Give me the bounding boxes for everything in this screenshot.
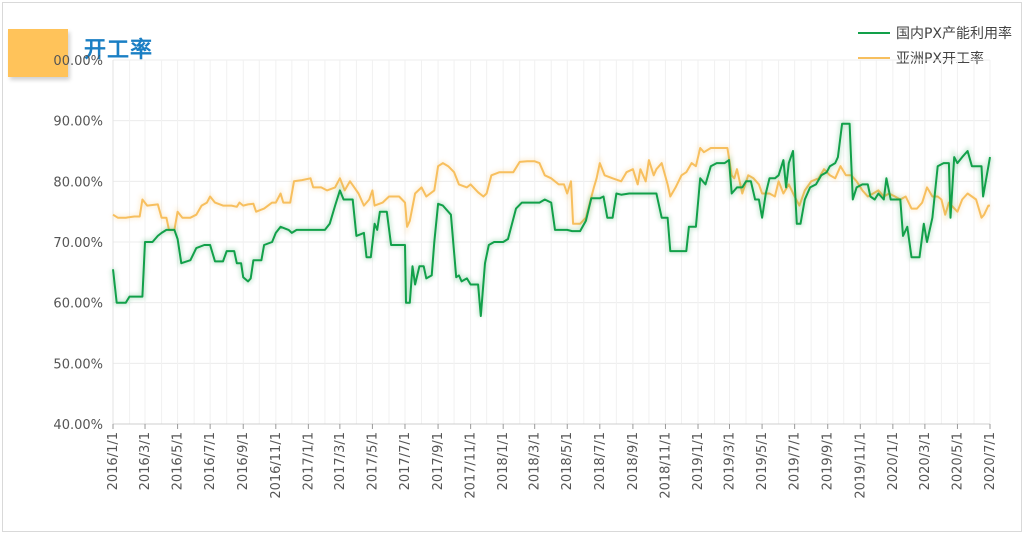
x-tick-label: 2017/1/1 xyxy=(301,432,316,490)
x-tick-label: 2016/3/1 xyxy=(138,432,153,490)
legend-swatch-asia xyxy=(857,57,890,59)
y-tick-label: 90.00% xyxy=(53,115,103,130)
x-tick-label: 2019/7/1 xyxy=(788,432,803,490)
x-tick-label: 2017/7/1 xyxy=(398,432,413,490)
x-tick-label: 2019/9/1 xyxy=(821,432,836,490)
x-tick-label: 2017/5/1 xyxy=(365,432,380,490)
x-tick-label: 2016/9/1 xyxy=(236,432,251,490)
series-line-domestic xyxy=(112,122,991,317)
x-tick-label: 2020/7/1 xyxy=(983,432,998,490)
x-tick-label: 2017/11/1 xyxy=(464,432,479,499)
x-tick-label: 2018/3/1 xyxy=(528,432,543,490)
grid-lines xyxy=(112,59,991,425)
legend-label-asia: 亚洲PX开工率 xyxy=(895,51,984,67)
x-tick-label: 2016/7/1 xyxy=(203,432,218,490)
legend-item-domestic[interactable]: 国内PX产能利用率 xyxy=(857,22,1012,44)
x-tick-label: 2016/5/1 xyxy=(171,432,186,490)
chart-title: 开工率 xyxy=(84,38,154,63)
x-tick-label: 2018/5/1 xyxy=(560,432,575,490)
y-tick-label: 60.00% xyxy=(53,297,103,312)
legend-swatch-domestic xyxy=(857,32,890,34)
x-tick-label: 2017/9/1 xyxy=(431,432,446,490)
x-tick-label: 2020/3/1 xyxy=(918,432,933,490)
legend-label-domestic: 国内PX产能利用率 xyxy=(895,26,1012,42)
x-tick-label: 2018/7/1 xyxy=(593,432,608,490)
x-tick-label: 2020/5/1 xyxy=(950,432,965,490)
x-tick-label: 2019/3/1 xyxy=(723,432,738,490)
y-tick-label: 40.00% xyxy=(53,418,103,433)
chart-legend: 国内PX产能利用率 亚洲PX开工率 xyxy=(857,22,1012,72)
x-tick-label: 2017/3/1 xyxy=(333,432,348,490)
y-tick-label: 80.00% xyxy=(53,175,103,190)
x-tick-label: 2018/9/1 xyxy=(626,432,641,490)
x-tick-label: 2016/1/1 xyxy=(106,432,121,490)
y-tick-label: 00.00% xyxy=(53,54,103,69)
x-tick-label: 2020/1/1 xyxy=(886,432,901,490)
series-layer xyxy=(110,121,993,317)
x-tick-label: 2018/1/1 xyxy=(496,432,511,490)
x-tick-label: 2019/1/1 xyxy=(691,432,706,490)
y-axis: 40.00% 50.00% 60.00% 70.00% 80.00% 90.00% 00.0… xyxy=(53,54,114,433)
y-tick-label: 70.00% xyxy=(53,236,103,251)
x-tick-label: 2018/11/1 xyxy=(658,432,673,499)
legend-item-asia[interactable]: 亚洲PX开工率 xyxy=(857,47,1012,69)
x-tick-label: 2019/5/1 xyxy=(755,432,770,490)
x-tick-label: 2019/11/1 xyxy=(853,432,868,499)
x-axis: 2016/1/1 2016/3/1 2016/5/1 2016/7/1 2016/9/1… xyxy=(106,423,998,499)
title-accent-block xyxy=(8,29,68,77)
y-tick-label: 50.00% xyxy=(53,357,103,372)
x-tick-label: 2016/11/1 xyxy=(269,432,284,499)
